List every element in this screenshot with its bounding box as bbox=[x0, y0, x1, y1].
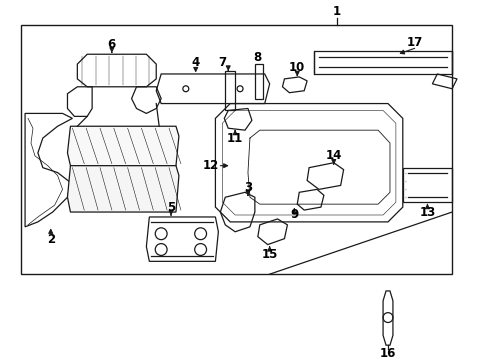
Text: 17: 17 bbox=[407, 36, 423, 49]
Polygon shape bbox=[68, 166, 179, 212]
Text: 16: 16 bbox=[380, 347, 396, 360]
Text: 6: 6 bbox=[108, 38, 116, 51]
Polygon shape bbox=[68, 126, 179, 166]
Text: 11: 11 bbox=[227, 131, 243, 145]
Text: 9: 9 bbox=[290, 208, 298, 221]
Text: 8: 8 bbox=[254, 51, 262, 64]
Text: 14: 14 bbox=[325, 149, 342, 162]
Text: 12: 12 bbox=[202, 159, 219, 172]
Text: 2: 2 bbox=[47, 233, 55, 246]
Text: 5: 5 bbox=[167, 201, 175, 213]
Text: 1: 1 bbox=[333, 5, 341, 18]
Text: 15: 15 bbox=[262, 248, 278, 261]
Text: 13: 13 bbox=[419, 206, 436, 219]
Text: 10: 10 bbox=[289, 60, 305, 73]
Text: 7: 7 bbox=[218, 56, 226, 69]
Text: 3: 3 bbox=[244, 181, 252, 194]
Text: 4: 4 bbox=[192, 56, 200, 69]
